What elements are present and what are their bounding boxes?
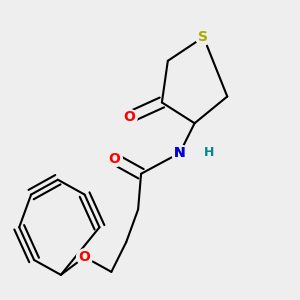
Text: N: N xyxy=(174,146,185,160)
Text: N: N xyxy=(174,146,185,160)
Text: S: S xyxy=(199,30,208,44)
Circle shape xyxy=(172,145,188,161)
Circle shape xyxy=(106,151,122,167)
Circle shape xyxy=(121,109,137,125)
Circle shape xyxy=(196,29,211,45)
Text: O: O xyxy=(123,110,135,124)
Circle shape xyxy=(76,249,93,265)
Text: O: O xyxy=(108,152,120,166)
Text: H: H xyxy=(204,146,214,160)
Circle shape xyxy=(172,145,188,161)
Text: O: O xyxy=(79,250,91,264)
